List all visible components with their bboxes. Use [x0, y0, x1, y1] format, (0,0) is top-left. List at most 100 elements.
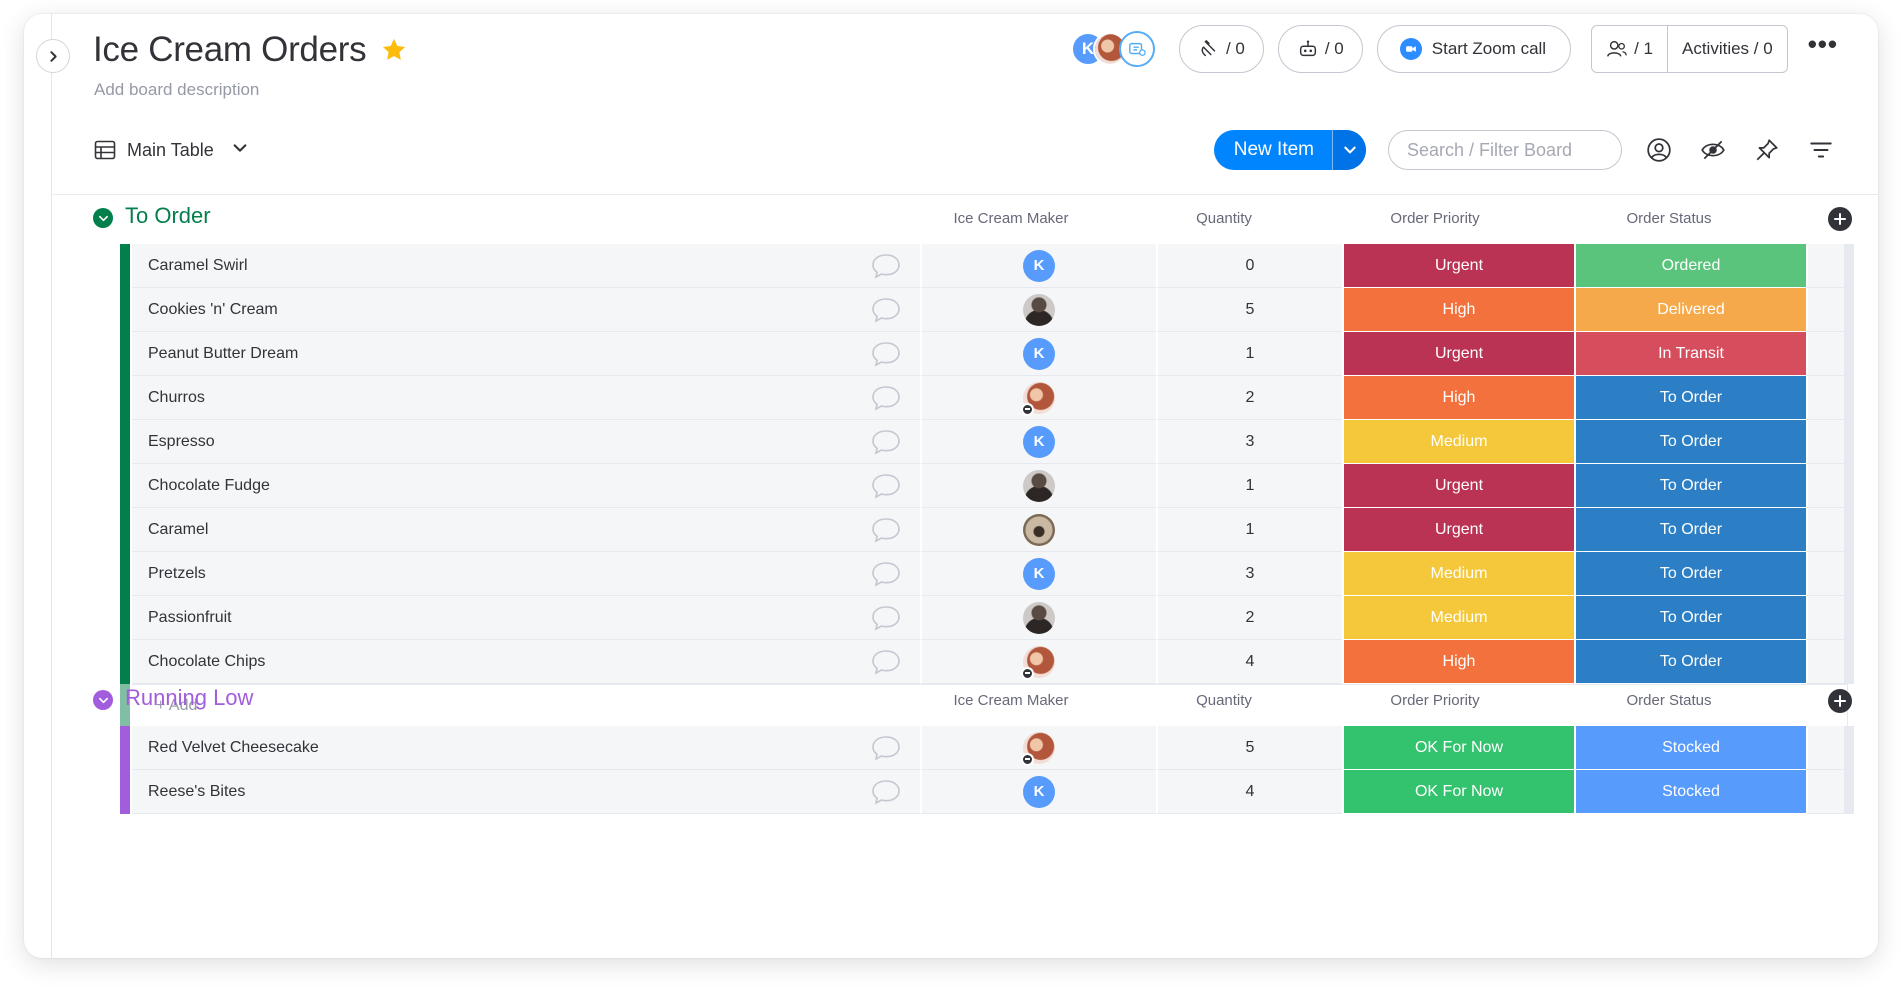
avatar[interactable]	[1023, 513, 1055, 546]
filter-icon[interactable]	[1804, 133, 1838, 167]
status-label[interactable]: To Order	[1574, 508, 1806, 552]
table-row[interactable]: Cookies 'n' Cream 5 High Delivered	[120, 288, 1858, 332]
item-name[interactable]: Chocolate Chips	[148, 652, 266, 670]
hide-columns-icon[interactable]	[1696, 133, 1730, 167]
item-name[interactable]: Espresso	[148, 432, 215, 450]
maker-cell[interactable]: K	[920, 770, 1156, 814]
table-row[interactable]: Chocolate Fudge 1 Urgent To Order	[120, 464, 1858, 508]
table-row[interactable]: Red Velvet Cheesecake 5 OK For Now Stocked	[120, 726, 1858, 770]
maker-cell[interactable]: K	[920, 420, 1156, 464]
pin-icon[interactable]	[1750, 133, 1784, 167]
item-name[interactable]: Chocolate Fudge	[148, 476, 270, 494]
view-selector[interactable]: Main Table	[93, 138, 248, 162]
column-header-maker[interactable]: Ice Cream Maker	[953, 210, 1069, 227]
more-options-icon[interactable]: •••	[1807, 29, 1838, 59]
new-item-button[interactable]: New Item	[1213, 130, 1366, 170]
status-label[interactable]: To Order	[1574, 376, 1806, 420]
board-description[interactable]: Add board description	[94, 80, 260, 99]
quantity-cell[interactable]: 1	[1156, 508, 1342, 552]
quantity-cell[interactable]: 5	[1156, 726, 1342, 770]
quantity-cell[interactable]: 3	[1156, 420, 1342, 464]
item-name[interactable]: Caramel	[148, 520, 209, 538]
group-title[interactable]: To Order	[125, 203, 211, 228]
status-label[interactable]: Ordered	[1574, 244, 1806, 288]
quantity-cell[interactable]: 1	[1156, 464, 1342, 508]
status-label[interactable]: To Order	[1574, 640, 1806, 684]
table-row[interactable]: Chocolate Chips 4 High To Order	[120, 640, 1858, 684]
members-button[interactable]: / 1	[1592, 26, 1667, 72]
invite-icon[interactable]	[1118, 31, 1155, 67]
avatar[interactable]	[1021, 731, 1055, 766]
avatar[interactable]: K	[1023, 337, 1055, 370]
automations-button[interactable]: / 0	[1277, 25, 1363, 73]
expand-sidebar-button[interactable]	[36, 39, 70, 73]
item-name[interactable]: Peanut Butter Dream	[148, 344, 299, 362]
comment-icon[interactable]	[870, 648, 902, 676]
quantity-cell[interactable]: 0	[1156, 244, 1342, 288]
quantity-cell[interactable]: 3	[1156, 552, 1342, 596]
table-row[interactable]: Passionfruit 2 Medium To Order	[120, 596, 1858, 640]
add-column-button[interactable]	[1828, 689, 1852, 713]
comment-icon[interactable]	[870, 516, 902, 544]
item-name[interactable]: Churros	[148, 388, 205, 406]
column-header-priority[interactable]: Order Priority	[1390, 692, 1480, 709]
maker-cell[interactable]	[920, 596, 1156, 640]
item-name-cell[interactable]: Espresso	[132, 420, 920, 464]
add-column-button[interactable]	[1828, 207, 1852, 231]
avatar[interactable]: K	[1023, 775, 1055, 808]
comment-icon[interactable]	[870, 384, 902, 412]
person-filter-icon[interactable]	[1642, 133, 1676, 167]
item-name-cell[interactable]: Reese's Bites	[132, 770, 920, 814]
priority-label[interactable]: Medium	[1342, 596, 1574, 640]
activities-button[interactable]: Activities / 0	[1666, 26, 1787, 72]
priority-label[interactable]: Urgent	[1342, 464, 1574, 508]
group-title[interactable]: Running Low	[125, 685, 254, 710]
maker-cell[interactable]	[920, 726, 1156, 770]
quantity-cell[interactable]: 4	[1156, 770, 1342, 814]
column-header-status[interactable]: Order Status	[1626, 210, 1712, 227]
comment-icon[interactable]	[870, 560, 902, 588]
priority-label[interactable]: High	[1342, 376, 1574, 420]
start-zoom-call-button[interactable]: Start Zoom call	[1376, 25, 1572, 73]
avatar[interactable]: K	[1023, 425, 1055, 458]
avatar[interactable]	[1021, 381, 1055, 416]
status-label[interactable]: To Order	[1574, 552, 1806, 596]
star-icon[interactable]	[380, 36, 408, 64]
status-label[interactable]: In Transit	[1574, 332, 1806, 376]
table-row[interactable]: Espresso K 3 Medium To Order	[120, 420, 1858, 464]
table-row[interactable]: Caramel Swirl K 0 Urgent Ordered	[120, 244, 1858, 288]
updates-button[interactable]: / 0	[1178, 25, 1264, 73]
item-name-cell[interactable]: Caramel Swirl	[132, 244, 920, 288]
comment-icon[interactable]	[870, 340, 902, 368]
priority-label[interactable]: OK For Now	[1342, 726, 1574, 770]
item-name[interactable]: Red Velvet Cheesecake	[148, 738, 319, 756]
maker-cell[interactable]	[920, 376, 1156, 420]
comment-icon[interactable]	[870, 604, 902, 632]
table-row[interactable]: Reese's Bites K 4 OK For Now Stocked	[120, 770, 1858, 814]
table-row[interactable]: Churros 2 High To Order	[120, 376, 1858, 420]
maker-cell[interactable]	[920, 508, 1156, 552]
maker-cell[interactable]: K	[920, 332, 1156, 376]
comment-icon[interactable]	[870, 296, 902, 324]
quantity-cell[interactable]: 4	[1156, 640, 1342, 684]
avatar[interactable]: K	[1023, 557, 1055, 590]
chevron-down-icon[interactable]	[1332, 130, 1366, 170]
priority-label[interactable]: Medium	[1342, 552, 1574, 596]
item-name-cell[interactable]: Peanut Butter Dream	[132, 332, 920, 376]
chevron-down-icon[interactable]	[93, 208, 113, 228]
avatar[interactable]	[1023, 601, 1055, 634]
priority-label[interactable]: Urgent	[1342, 332, 1574, 376]
avatar[interactable]	[1023, 469, 1055, 502]
quantity-cell[interactable]: 2	[1156, 376, 1342, 420]
priority-label[interactable]: High	[1342, 640, 1574, 684]
item-name[interactable]: Passionfruit	[148, 608, 232, 626]
priority-label[interactable]: Urgent	[1342, 508, 1574, 552]
item-name-cell[interactable]: Caramel	[132, 508, 920, 552]
quantity-cell[interactable]: 5	[1156, 288, 1342, 332]
maker-cell[interactable]	[920, 464, 1156, 508]
avatar[interactable]: K	[1023, 249, 1055, 282]
maker-cell[interactable]: K	[920, 552, 1156, 596]
board-title[interactable]: Ice Cream Orders	[93, 30, 367, 69]
item-name-cell[interactable]: Passionfruit	[132, 596, 920, 640]
table-row[interactable]: Caramel 1 Urgent To Order	[120, 508, 1858, 552]
